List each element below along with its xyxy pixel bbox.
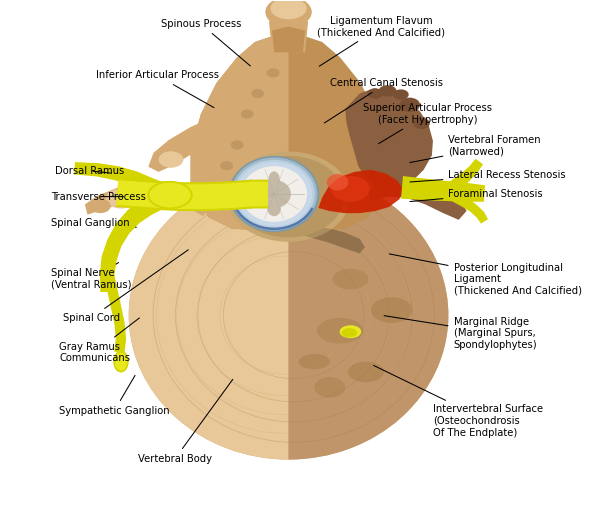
Polygon shape [104, 274, 126, 353]
Ellipse shape [149, 183, 191, 207]
Ellipse shape [129, 171, 448, 460]
Ellipse shape [314, 377, 345, 398]
Ellipse shape [393, 89, 409, 100]
Ellipse shape [233, 160, 315, 229]
Polygon shape [116, 178, 268, 211]
Ellipse shape [227, 151, 350, 242]
Polygon shape [191, 36, 386, 233]
Ellipse shape [271, 0, 307, 19]
Text: Posterior Longitudinal
Ligament
(Thickened And Calcified): Posterior Longitudinal Ligament (Thicken… [389, 254, 581, 296]
Polygon shape [85, 184, 209, 216]
Ellipse shape [251, 89, 264, 98]
Ellipse shape [106, 189, 136, 208]
Text: Spinal Ganglion: Spinal Ganglion [52, 219, 136, 229]
Polygon shape [148, 109, 233, 172]
Text: Gray Ramus
Communicans: Gray Ramus Communicans [59, 318, 139, 363]
Text: Ligamentum Flavum
(Thickened And Calcified): Ligamentum Flavum (Thickened And Calcifi… [317, 16, 445, 66]
Polygon shape [401, 176, 485, 202]
Polygon shape [269, 13, 308, 52]
Ellipse shape [241, 166, 307, 222]
Ellipse shape [299, 354, 330, 369]
Polygon shape [368, 177, 466, 220]
Ellipse shape [413, 118, 430, 129]
Text: Central Canal Stenosis: Central Canal Stenosis [325, 78, 443, 123]
Ellipse shape [268, 201, 281, 216]
Ellipse shape [147, 181, 193, 209]
Ellipse shape [236, 162, 312, 226]
Ellipse shape [371, 297, 412, 323]
Ellipse shape [348, 361, 384, 382]
Ellipse shape [327, 174, 349, 190]
Text: Marginal Ridge
(Marginal Spurs,
Spondylophytes): Marginal Ridge (Marginal Spurs, Spondylo… [384, 316, 537, 350]
Text: Foraminal Stenosis: Foraminal Stenosis [410, 189, 543, 202]
Ellipse shape [265, 0, 312, 27]
Ellipse shape [341, 328, 357, 338]
Text: Inferior Articular Process: Inferior Articular Process [95, 70, 218, 108]
Polygon shape [450, 159, 483, 191]
Ellipse shape [317, 318, 364, 344]
Text: Spinal Cord: Spinal Cord [63, 250, 188, 323]
Polygon shape [345, 88, 433, 189]
Polygon shape [100, 191, 164, 292]
Polygon shape [319, 170, 403, 213]
Ellipse shape [241, 110, 254, 119]
Text: Dorsal Ramus: Dorsal Ramus [55, 166, 125, 176]
Polygon shape [451, 191, 488, 223]
Ellipse shape [379, 85, 397, 97]
Ellipse shape [113, 351, 129, 372]
Text: Superior Articular Process
(Facet Hypertrophy): Superior Articular Process (Facet Hypert… [363, 103, 492, 144]
Ellipse shape [90, 199, 110, 213]
Ellipse shape [220, 161, 233, 170]
Text: Spinous Process: Spinous Process [161, 19, 250, 66]
Text: Vertebral Foramen
(Narrowed): Vertebral Foramen (Narrowed) [410, 135, 541, 162]
Ellipse shape [400, 98, 420, 112]
Text: Vertebral Body: Vertebral Body [138, 379, 233, 464]
Ellipse shape [115, 353, 127, 371]
Polygon shape [303, 226, 365, 253]
Text: Intervertebral Surface
(Osteochondrosis
Of The Endplate): Intervertebral Surface (Osteochondrosis … [374, 366, 543, 437]
Polygon shape [272, 26, 305, 52]
Polygon shape [289, 165, 448, 465]
Ellipse shape [340, 325, 361, 338]
Text: Sympathetic Ganglion: Sympathetic Ganglion [59, 375, 170, 416]
Text: Transverse Process: Transverse Process [52, 192, 146, 202]
Ellipse shape [233, 156, 344, 237]
Polygon shape [303, 226, 365, 253]
Polygon shape [74, 162, 163, 199]
Ellipse shape [367, 88, 383, 99]
Ellipse shape [231, 158, 317, 231]
Polygon shape [129, 165, 289, 465]
Ellipse shape [230, 141, 244, 150]
Ellipse shape [332, 269, 368, 290]
Text: Spinal Nerve
(Ventral Ramus): Spinal Nerve (Ventral Ramus) [52, 263, 132, 290]
Ellipse shape [266, 68, 280, 78]
Ellipse shape [229, 156, 319, 232]
Ellipse shape [331, 176, 370, 202]
Text: Lateral Recess Stenosis: Lateral Recess Stenosis [410, 170, 566, 182]
Ellipse shape [158, 151, 184, 168]
Ellipse shape [268, 171, 280, 188]
Polygon shape [116, 180, 268, 209]
Ellipse shape [257, 180, 291, 208]
Polygon shape [191, 36, 289, 233]
